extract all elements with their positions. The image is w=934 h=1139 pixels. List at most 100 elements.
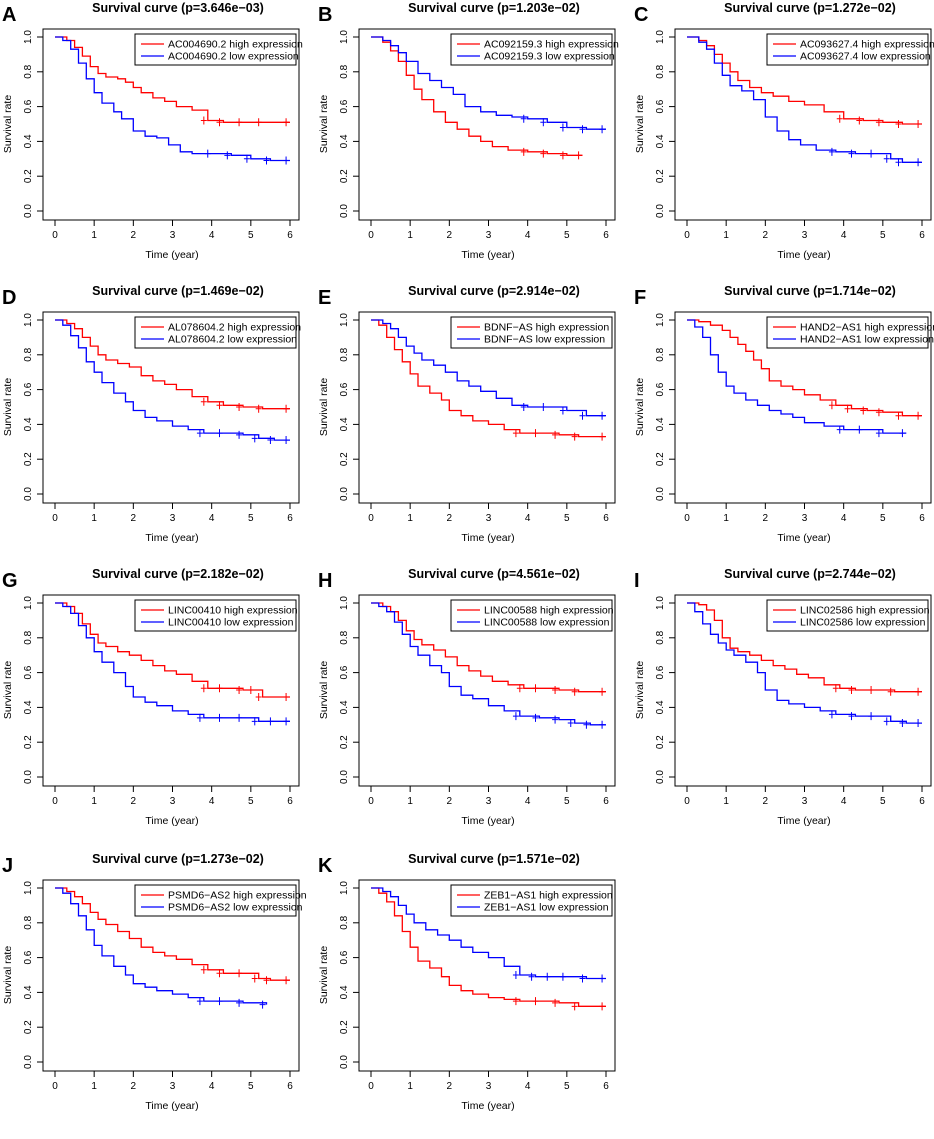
y-tick-label: 0.2 [23,1020,34,1034]
censor-mark [579,125,586,134]
censor-mark [875,408,882,417]
legend-label-high: AC092159.3 high expression [484,39,619,51]
censor-mark [247,686,254,694]
panel-letter: E [318,287,331,309]
censor-mark [255,118,262,127]
censor-mark [559,151,566,160]
panel-letter: A [2,4,16,26]
y-tick-label: 0.6 [339,382,350,396]
panel-letter: C [634,4,648,26]
legend-box [766,599,929,632]
series-line-low [371,36,606,130]
censor-mark [512,712,519,721]
series-line-high [55,36,290,123]
censor-mark [571,432,578,441]
censor-mark [856,425,863,434]
censor-mark [200,397,207,406]
censor-mark [836,114,843,123]
x-tick-label: 3 [486,796,492,807]
legend-box [134,33,297,66]
censor-mark [516,684,523,693]
y-tick-label: 0.4 [23,985,34,999]
censor-mark [259,1000,266,1009]
panel-letter: G [2,570,18,592]
censor-mark [200,965,207,974]
y-axis-label: Survival rate [318,378,330,437]
legend-label-low: ZEB1−AS1 low expression [484,902,609,914]
legend-label-high: AL078604.2 high expression [168,322,301,334]
censor-mark [895,158,902,167]
x-tick-label: 5 [248,513,254,524]
x-tick-label: 0 [52,796,58,807]
censor-mark [567,719,574,728]
legend-label-high: ZEB1−AS1 high expression [484,890,613,902]
x-tick-label: 4 [209,230,215,241]
y-tick-label: 0.0 [23,1055,34,1069]
series-line-low [55,602,290,722]
panel-letter: K [318,855,333,877]
censor-mark [828,147,835,156]
x-tick-label: 6 [287,230,293,241]
chart-title: Survival curve (p=4.561e−02) [408,567,580,581]
censor-mark [216,997,223,1006]
legend-label-high: LINC02586 high expression [800,605,930,617]
censor-mark [836,425,843,434]
y-tick-label: 0.8 [23,915,34,929]
y-tick-label: 0.6 [339,950,350,964]
censor-mark [283,404,290,413]
censor-mark [540,403,547,411]
censor-mark [848,149,855,158]
series-line-high [55,319,290,410]
y-tick-label: 1.0 [339,881,350,895]
legend-label-high: AC093627.4 high expression [800,39,934,51]
censor-mark [520,403,527,411]
x-tick-label: 4 [525,513,531,524]
y-tick-label: 1.0 [23,881,34,895]
y-tick-label: 1.0 [339,313,350,327]
y-tick-label: 0.6 [339,665,350,679]
legend-label-low: HAND2−AS1 low expression [800,334,934,346]
legend-label-low: AC093627.4 low expression [800,51,931,63]
x-tick-label: 6 [919,513,925,524]
censor-mark [559,406,566,415]
chart-title: Survival curve (p=3.646e−03) [92,1,264,15]
x-tick-label: 2 [763,796,769,807]
chart-title: Survival curve (p=1.571e−02) [408,852,580,866]
legend-label-high: PSMD6−AS2 high expression [168,890,307,902]
x-tick-label: 3 [170,513,176,524]
censor-mark [216,429,223,438]
x-tick-label: 1 [91,513,97,524]
y-tick-label: 0.0 [23,204,34,218]
x-tick-label: 4 [209,796,215,807]
x-tick-label: 0 [368,230,374,241]
series-line-high [55,602,290,698]
censor-mark [520,147,527,156]
x-axis-label: Time (year) [145,815,198,827]
censor-mark [196,429,203,438]
x-tick-label: 6 [919,796,925,807]
legend-box [134,884,297,917]
censor-mark [875,118,882,127]
y-axis-label: Survival rate [634,661,646,720]
censor-mark [196,997,203,1006]
x-tick-label: 3 [486,230,492,241]
y-axis-label: Survival rate [634,95,646,154]
x-tick-label: 5 [248,796,254,807]
censor-mark [895,120,902,128]
y-tick-label: 0.2 [23,452,34,466]
x-axis-label: Time (year) [461,532,514,544]
censor-mark [571,1002,578,1011]
chart-title: Survival curve (p=1.714e−02) [724,284,896,298]
censor-mark [915,411,922,420]
censor-mark [832,684,839,693]
x-tick-label: 0 [368,796,374,807]
y-tick-label: 0.0 [339,770,350,784]
censor-mark [599,432,606,441]
x-axis-label: Time (year) [777,815,830,827]
y-tick-label: 0.8 [339,64,350,78]
x-axis-label: Time (year) [461,815,514,827]
x-tick-label: 0 [684,796,690,807]
y-tick-label: 0.6 [23,665,34,679]
legend-box [134,316,297,349]
x-tick-label: 6 [287,796,293,807]
